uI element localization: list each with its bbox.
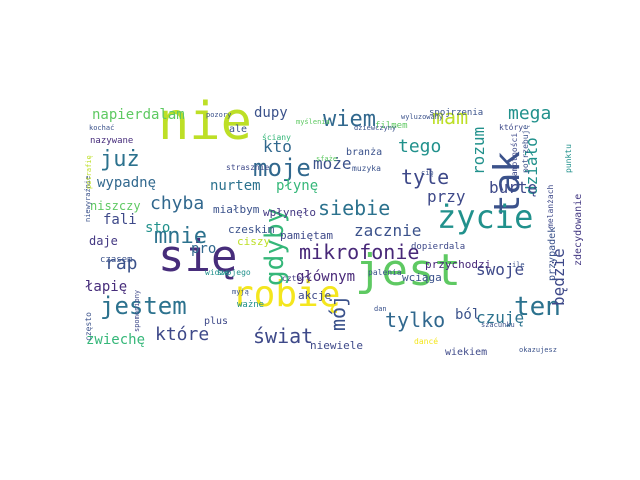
word-cloud-word: pamiętam [280, 228, 333, 242]
word-cloud-word: tyle [401, 165, 450, 189]
word-cloud-word: czeskim [228, 222, 275, 236]
word-cloud-word: zacznie [354, 221, 422, 241]
word-cloud-word: świat [253, 324, 314, 348]
word-cloud-word: przypadek [547, 226, 558, 281]
word-cloud-word: moje [253, 153, 311, 182]
word-cloud-word: czasem [100, 255, 133, 266]
word-cloud-word: może [313, 154, 352, 174]
word-cloud-word: sto [145, 220, 171, 237]
word-cloud-word: niszczy [90, 198, 141, 213]
word-cloud-word: robię [232, 274, 341, 316]
word-cloud-word: mega [508, 102, 552, 124]
word-cloud-word: ale [229, 123, 248, 135]
word-cloud-word: przy [427, 187, 466, 207]
word-cloud-word: rozum [469, 126, 488, 175]
word-cloud-word: które [155, 323, 210, 345]
word-cloud-word: wypadnę [97, 175, 157, 192]
word-cloud-word: punktu [564, 144, 573, 173]
word-cloud-word: melanżach [546, 184, 555, 228]
word-cloud-word: się [158, 230, 238, 282]
word-cloud-word: chyba [150, 192, 205, 214]
word-cloud-word: łapię [85, 279, 128, 296]
word-cloud-word: burtę [489, 178, 538, 198]
word-cloud-word: swojego [217, 268, 251, 278]
word-cloud-word: cię [421, 169, 434, 178]
word-cloud-word: fali [103, 212, 137, 229]
word-cloud-word: wiem [323, 107, 376, 133]
word-cloud-word: nurtem [210, 178, 261, 195]
word-cloud-word: mnie [154, 224, 207, 250]
word-cloud-word: strasznie [226, 163, 270, 173]
word-cloud-word: siebie [318, 196, 391, 220]
word-cloud-word: już [100, 147, 140, 173]
word-cloud-word: ściany [262, 133, 291, 143]
word-cloud-word: mam [432, 105, 469, 129]
word-cloud-word: czuję [476, 308, 525, 328]
word-cloud-word: wciąga [402, 270, 442, 284]
word-cloud-word: przychodzi [425, 257, 492, 271]
word-cloud-area [80, 115, 560, 365]
word-cloud-word: pro [191, 241, 217, 258]
word-cloud-word: filmem [375, 121, 408, 132]
word-cloud-word: zdecydowanie [573, 193, 584, 266]
word-cloud-word: dupy [254, 105, 288, 122]
word-cloud-word: sfaże [316, 155, 338, 164]
word-cloud-word: kto [263, 137, 292, 157]
word-cloud-word: który [499, 123, 524, 133]
word-cloud-word: jestem [100, 291, 187, 320]
word-cloud-word: nie [158, 91, 252, 152]
word-cloud-word: płynę [276, 178, 319, 195]
word-cloud-word: ważne [237, 300, 265, 311]
word-cloud-word: miałbym [213, 202, 260, 216]
word-cloud-word: potrzebuję [521, 124, 530, 173]
word-cloud-word: tego [398, 135, 442, 157]
word-cloud-word: myślenia [296, 118, 330, 127]
word-cloud-word: wiekiem [445, 346, 488, 358]
word-cloud-word: głównym [296, 269, 356, 286]
word-cloud-word: swoje [476, 260, 525, 280]
word-cloud-word: ile [512, 261, 525, 270]
word-cloud-word: myją [232, 288, 249, 297]
word-cloud-word: widzę [205, 268, 230, 278]
word-cloud-word: ciszy [237, 234, 271, 248]
word-cloud-word: mikrofonie [299, 240, 420, 264]
word-cloud-word: nazywane [90, 136, 134, 147]
word-cloud-word: spomoniony [133, 289, 141, 332]
word-cloud-word: daje [89, 233, 118, 248]
word-cloud-word: potrafię [85, 155, 93, 189]
word-cloud-word: niewiele [310, 338, 363, 352]
word-cloud-word: spojrzenia [429, 108, 484, 119]
word-cloud-word: szacunku [481, 321, 515, 330]
word-cloud-word: dziewczyny [354, 124, 397, 133]
word-cloud-word: napierdalam [92, 107, 185, 124]
word-cloud-word: cztery [282, 274, 311, 284]
word-cloud-word: rap [105, 252, 138, 274]
word-cloud-word: wyluzowany [401, 113, 444, 122]
word-cloud-word: kochać [89, 124, 115, 133]
word-cloud-word: dancé [414, 337, 439, 347]
word-cloud-word: tylko [385, 308, 446, 332]
word-cloud-word: zwiechę [86, 332, 146, 349]
word-cloud-word: wpłynęło [263, 205, 316, 219]
word-cloud-word: branża [346, 146, 383, 158]
word-cloud-word: muzyka [352, 164, 381, 174]
word-cloud-word: dan [374, 305, 387, 314]
word-cloud-word: ból [455, 307, 481, 324]
word-cloud-word: życie [437, 197, 534, 236]
word-cloud-word: pozory [206, 111, 232, 120]
word-cloud-word: często [84, 312, 93, 341]
word-cloud-word: ten [514, 291, 561, 322]
word-cloud-word: dopierdala [411, 242, 466, 253]
word-cloud-word: jest [355, 244, 461, 296]
word-cloud-word: plus [204, 315, 229, 327]
word-cloud-word: akcje [298, 288, 332, 302]
word-cloud-word: okazujesz [519, 346, 557, 355]
word-cloud-word: samotności [510, 132, 519, 181]
word-cloud-word: palenia [368, 268, 402, 278]
